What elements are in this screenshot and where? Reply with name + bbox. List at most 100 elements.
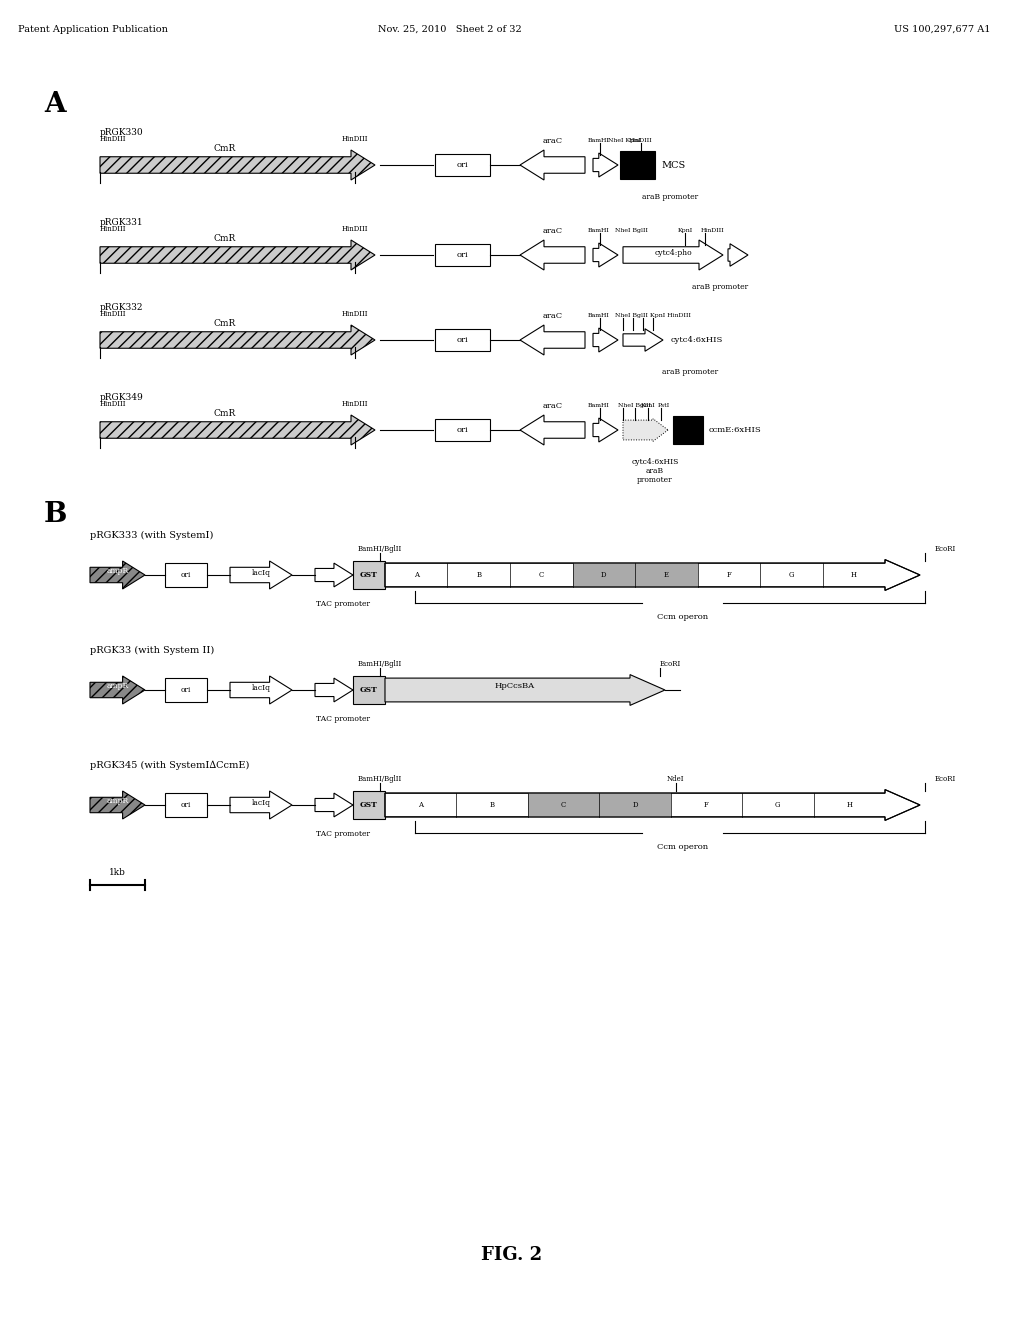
Bar bbox=[165, 793, 207, 817]
Text: HinDIII: HinDIII bbox=[100, 400, 127, 408]
FancyArrow shape bbox=[520, 325, 585, 355]
Bar bbox=[165, 678, 207, 702]
Text: EcoRI: EcoRI bbox=[934, 545, 955, 553]
Text: ori: ori bbox=[181, 801, 191, 809]
Text: B: B bbox=[489, 801, 495, 809]
Bar bbox=[572, 562, 635, 587]
Bar bbox=[353, 676, 385, 704]
Text: H: H bbox=[851, 572, 857, 579]
FancyArrow shape bbox=[728, 244, 748, 267]
Text: ampR: ampR bbox=[106, 568, 129, 576]
Text: araC: araC bbox=[543, 312, 562, 319]
Text: lacIq: lacIq bbox=[252, 684, 270, 692]
Text: pRGK333 (with SystemI): pRGK333 (with SystemI) bbox=[90, 531, 213, 540]
Text: ori: ori bbox=[457, 426, 468, 434]
Text: Ccm operon: Ccm operon bbox=[657, 843, 708, 851]
FancyArrow shape bbox=[315, 564, 353, 587]
Text: HinDIII: HinDIII bbox=[342, 400, 369, 408]
Text: HinDIII: HinDIII bbox=[342, 310, 369, 318]
FancyArrow shape bbox=[520, 240, 585, 271]
Text: pRGK332: pRGK332 bbox=[100, 304, 143, 312]
Text: pRGK349: pRGK349 bbox=[100, 393, 143, 403]
Text: TAC promoter: TAC promoter bbox=[316, 715, 370, 723]
Text: ori: ori bbox=[181, 686, 191, 694]
FancyArrow shape bbox=[230, 561, 292, 589]
Text: Ccm operon: Ccm operon bbox=[657, 612, 708, 620]
Text: KonI: KonI bbox=[641, 403, 655, 408]
Text: BamHI: BamHI bbox=[588, 228, 610, 234]
Text: A: A bbox=[414, 572, 419, 579]
Text: CmR: CmR bbox=[214, 409, 237, 418]
FancyArrow shape bbox=[315, 793, 353, 817]
FancyArrow shape bbox=[520, 414, 585, 445]
Text: araB promoter: araB promoter bbox=[692, 282, 749, 290]
Text: BamHI: BamHI bbox=[588, 313, 610, 318]
Text: EcoRI: EcoRI bbox=[934, 775, 955, 783]
Bar bbox=[353, 561, 385, 589]
Text: GST: GST bbox=[360, 572, 378, 579]
Bar bbox=[435, 418, 490, 441]
FancyArrow shape bbox=[100, 325, 375, 355]
FancyArrow shape bbox=[90, 676, 145, 704]
FancyArrow shape bbox=[230, 676, 292, 704]
Text: BamHI: BamHI bbox=[588, 139, 610, 143]
Text: PstI: PstI bbox=[658, 403, 671, 408]
FancyArrow shape bbox=[385, 675, 665, 705]
FancyArrow shape bbox=[593, 327, 618, 352]
Text: TAC promoter: TAC promoter bbox=[316, 601, 370, 609]
Text: Nov. 25, 2010   Sheet 2 of 32: Nov. 25, 2010 Sheet 2 of 32 bbox=[378, 25, 522, 34]
FancyArrow shape bbox=[385, 789, 920, 821]
Text: NheI BglII: NheI BglII bbox=[615, 228, 648, 234]
FancyArrow shape bbox=[315, 678, 353, 702]
Text: A: A bbox=[418, 801, 423, 809]
Text: NheI BglII KpnI HinDIII: NheI BglII KpnI HinDIII bbox=[615, 313, 691, 318]
Text: B: B bbox=[43, 502, 67, 528]
FancyArrow shape bbox=[385, 560, 920, 590]
Text: HpCcsBA: HpCcsBA bbox=[495, 682, 536, 690]
Bar bbox=[353, 791, 385, 818]
Text: B: B bbox=[476, 572, 481, 579]
Text: pRGK345 (with SystemI∆CcmE): pRGK345 (with SystemI∆CcmE) bbox=[90, 760, 250, 770]
Text: pRGK33 (with System II): pRGK33 (with System II) bbox=[90, 645, 214, 655]
Text: HinDIII: HinDIII bbox=[629, 139, 653, 143]
Text: ori: ori bbox=[457, 251, 468, 259]
FancyArrow shape bbox=[100, 414, 375, 445]
Text: HinDIII: HinDIII bbox=[342, 135, 369, 143]
Bar bbox=[673, 416, 703, 445]
FancyArrow shape bbox=[100, 150, 375, 180]
Text: BamHI/BglII: BamHI/BglII bbox=[357, 545, 402, 553]
Text: NheI KpnI: NheI KpnI bbox=[608, 139, 641, 143]
Text: D: D bbox=[632, 801, 638, 809]
Text: ampR: ampR bbox=[106, 797, 129, 805]
Text: cytc4:pho: cytc4:pho bbox=[654, 249, 692, 257]
Text: araC: araC bbox=[543, 137, 562, 145]
Text: KpnI: KpnI bbox=[678, 228, 693, 234]
Text: NheI BglII: NheI BglII bbox=[618, 403, 651, 408]
Bar bbox=[635, 562, 697, 587]
Text: HinDIII: HinDIII bbox=[100, 224, 127, 234]
Text: FIG. 2: FIG. 2 bbox=[481, 1246, 543, 1265]
FancyArrow shape bbox=[593, 418, 618, 442]
Bar bbox=[620, 150, 655, 180]
Text: TAC promoter: TAC promoter bbox=[316, 830, 370, 838]
Text: H: H bbox=[846, 801, 852, 809]
Text: E: E bbox=[664, 572, 669, 579]
FancyArrow shape bbox=[230, 791, 292, 818]
Text: BamHI: BamHI bbox=[588, 403, 610, 408]
Text: 1kb: 1kb bbox=[110, 869, 126, 876]
Text: pRGK331: pRGK331 bbox=[100, 218, 143, 227]
Text: C: C bbox=[561, 801, 566, 809]
Text: CmR: CmR bbox=[214, 234, 237, 243]
Text: HinDIII: HinDIII bbox=[342, 224, 369, 234]
FancyArrow shape bbox=[623, 240, 723, 271]
Bar bbox=[599, 793, 671, 817]
FancyArrow shape bbox=[593, 153, 618, 177]
Text: GST: GST bbox=[360, 686, 378, 694]
Text: HinDIII: HinDIII bbox=[100, 310, 127, 318]
Text: lacIq: lacIq bbox=[252, 799, 270, 807]
Text: NdeI: NdeI bbox=[667, 775, 684, 783]
Text: Patent Application Publication: Patent Application Publication bbox=[18, 25, 168, 34]
Text: G: G bbox=[788, 572, 794, 579]
Text: ori: ori bbox=[181, 572, 191, 579]
Text: BamHI/BglII: BamHI/BglII bbox=[357, 775, 402, 783]
